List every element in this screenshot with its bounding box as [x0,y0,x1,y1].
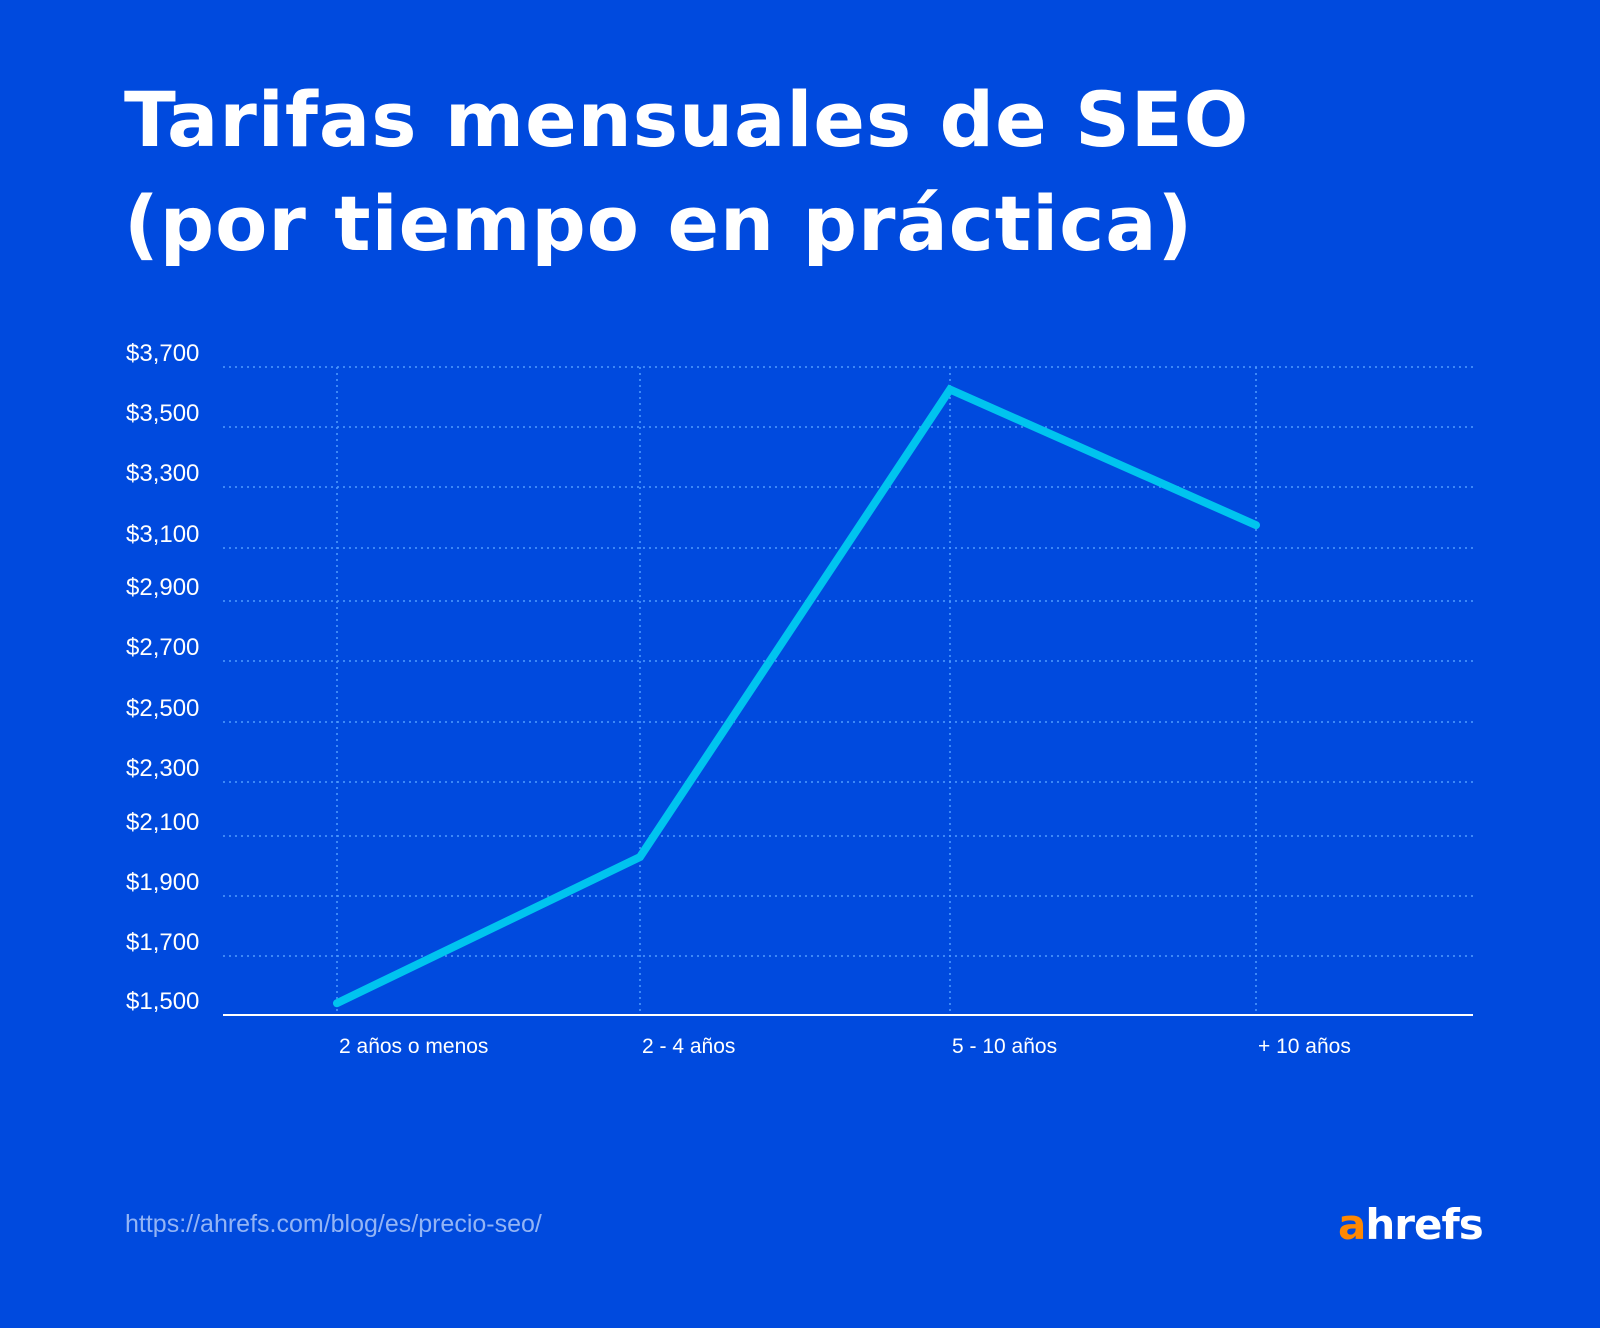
y-tick-label: $1,900 [126,869,199,896]
x-tick-label: + 10 años [1258,1035,1351,1058]
chart-title: Tarifas mensuales de SEO (por tiempo en … [124,68,1249,276]
title-line-1: Tarifas mensuales de SEO [124,75,1250,164]
y-tick-label: $2,100 [126,809,199,836]
x-tick-label: 2 años o menos [339,1035,488,1058]
y-tick-label: $1,700 [126,929,199,956]
y-tick-label: $2,700 [126,634,199,661]
y-tick-label: $3,100 [126,521,199,548]
y-tick-label: $2,900 [126,574,199,601]
ahrefs-logo: ahrefs [1338,1200,1484,1249]
series-line [333,384,1260,1008]
y-tick-label: $3,700 [126,340,199,367]
y-tick-label: $2,500 [126,695,199,722]
title-line-2: (por tiempo en práctica) [124,179,1194,268]
y-tick-label: $3,300 [126,460,199,487]
y-tick-label: $3,500 [126,400,199,427]
logo-letter-a: a [1338,1200,1366,1249]
source-url[interactable]: https://ahrefs.com/blog/es/precio-seo/ [125,1210,542,1238]
y-tick-label: $2,300 [126,755,199,782]
y-tick-label: $1,500 [126,988,199,1015]
x-tick-label: 2 - 4 años [642,1035,735,1058]
logo-rest: hrefs [1365,1200,1483,1249]
x-tick-label: 5 - 10 años [952,1035,1057,1058]
